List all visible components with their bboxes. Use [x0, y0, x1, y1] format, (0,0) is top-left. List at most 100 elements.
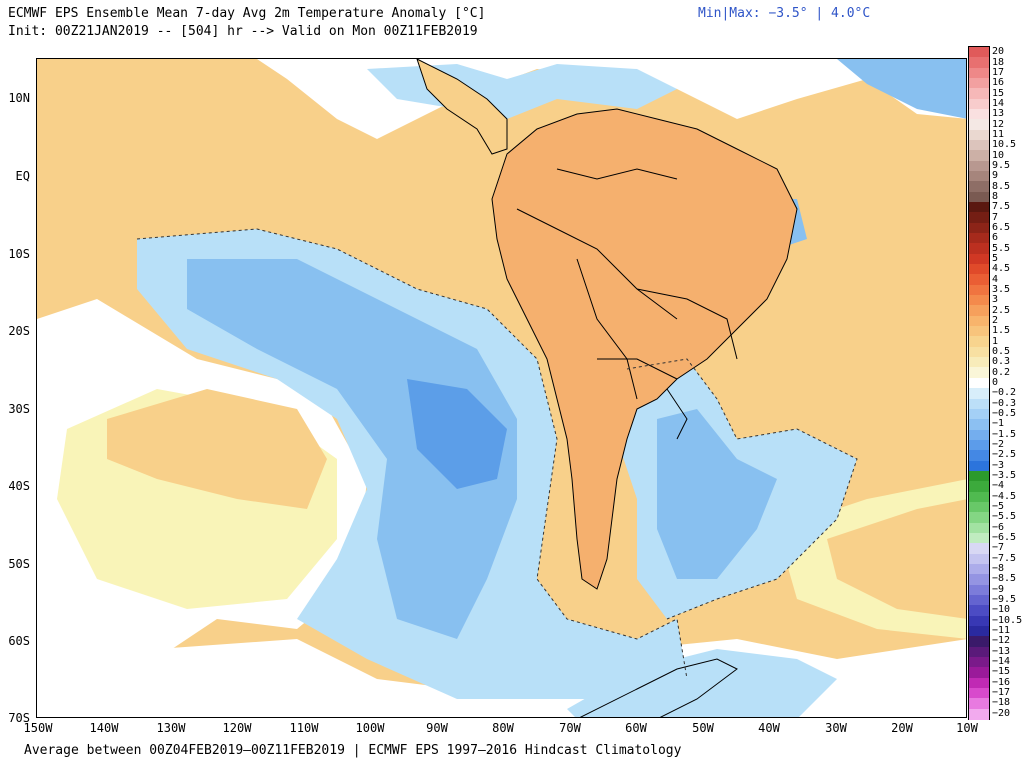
colorbar-swatch	[969, 522, 989, 534]
south-america-land	[491, 108, 798, 590]
colorbar-label: −20	[992, 707, 1011, 719]
lon-label: 30W	[825, 721, 847, 735]
colorbar-label: −16	[992, 676, 1011, 688]
colorbar-swatch	[969, 119, 989, 131]
colorbar-swatch	[969, 326, 989, 338]
colorbar-swatch	[969, 357, 989, 369]
colorbar-swatch	[969, 140, 989, 152]
central-america-land	[416, 59, 508, 155]
colorbar-swatch	[969, 532, 989, 544]
colorbar-label: 4.5	[992, 263, 1011, 275]
colorbar-label: −9	[992, 583, 1005, 595]
colorbar-label: −10	[992, 604, 1011, 616]
colorbar-swatch	[969, 191, 989, 203]
colorbar-swatch	[969, 512, 989, 524]
colorbar-label: −17	[992, 687, 1011, 699]
colorbar-label: −10.5	[992, 614, 1023, 626]
colorbar-label: −2	[992, 439, 1005, 451]
colorbar-label: −13	[992, 645, 1011, 657]
colorbar-swatch	[969, 543, 989, 555]
lon-label: 80W	[492, 721, 514, 735]
lon-label: 150W	[23, 721, 53, 735]
colorbar-label: 1	[992, 335, 999, 347]
cool-pacific-core	[187, 259, 517, 639]
colorbar-swatch	[969, 129, 989, 141]
colorbar-label: −7	[992, 542, 1005, 554]
anomaly-map[interactable]	[36, 58, 967, 718]
colorbar-swatch	[969, 57, 989, 69]
lon-label: 20W	[891, 721, 913, 735]
colorbar-label: 0	[992, 377, 999, 388]
colorbar-label: 0.3	[992, 356, 1011, 368]
colorbar-swatch	[969, 109, 989, 121]
colorbar-swatch	[969, 667, 989, 679]
lat-label: 30S	[8, 402, 30, 416]
colorbar-label: 6	[992, 232, 999, 244]
colorbar-label: −18	[992, 697, 1011, 709]
warm-patch-southwest	[107, 389, 327, 509]
colorbar-swatch	[969, 656, 989, 668]
colorbar-label: −0.3	[992, 397, 1017, 409]
colorbar-swatch	[969, 501, 989, 513]
colorbar-swatch	[969, 67, 989, 79]
colorbar-label: 10.5	[992, 139, 1017, 151]
footer-caption: Average between 00Z04FEB2019–00Z11FEB201…	[24, 743, 682, 758]
colorbar-swatch	[969, 202, 989, 214]
colorbar-label: −14	[992, 656, 1011, 668]
colorbar-label: 8	[992, 190, 999, 202]
colorbar-swatch	[969, 398, 989, 410]
colorbar-label: 20	[992, 46, 1005, 58]
colorbar-label: 18	[992, 56, 1005, 68]
colorbar-swatch	[969, 491, 989, 503]
colorbar-swatch	[969, 698, 989, 710]
lon-label: 40W	[758, 721, 780, 735]
colorbar-label: −8	[992, 563, 1005, 575]
lat-label: 20S	[8, 324, 30, 338]
colorbar-swatch	[969, 377, 989, 389]
colorbar-swatch	[969, 295, 989, 307]
colorbar-swatch	[969, 88, 989, 100]
colorbar-label: 0.2	[992, 366, 1011, 378]
colorbar-label: −4.5	[992, 490, 1017, 502]
colorbar-label: 2	[992, 314, 999, 326]
colorbar-label: −7.5	[992, 552, 1017, 564]
colorbar-swatch	[969, 429, 989, 441]
lon-label: 10W	[956, 721, 978, 735]
colorbar-swatch	[969, 171, 989, 183]
cool-atlantic-core	[657, 409, 777, 579]
colorbar-label: 13	[992, 108, 1005, 120]
colorbar-label: 1.5	[992, 325, 1011, 337]
colorbar-label: 9	[992, 170, 999, 182]
colorbar-swatch	[969, 367, 989, 379]
colorbar-swatch	[969, 388, 989, 400]
colorbar-label: 12	[992, 118, 1005, 130]
lon-label: 70W	[559, 721, 581, 735]
lon-label: 50W	[692, 721, 714, 735]
colorbar-swatch	[969, 346, 989, 358]
colorbar-swatch	[969, 646, 989, 658]
colorbar-label: 7	[992, 211, 999, 223]
colorbar-swatch	[969, 181, 989, 193]
colorbar-label: −5	[992, 501, 1005, 513]
lat-label: 10N	[8, 91, 30, 105]
colorbar-label: −9.5	[992, 594, 1017, 606]
colorbar-swatch	[969, 419, 989, 431]
colorbar-label: 11	[992, 128, 1005, 140]
colorbar-label: −12	[992, 635, 1011, 647]
colorbar-label: 5	[992, 252, 999, 264]
colorbar-swatch	[969, 150, 989, 162]
min-max-readout: Min|Max: −3.5° | 4.0°C	[698, 6, 871, 21]
lon-label: 60W	[625, 721, 647, 735]
cool-pacific-max	[407, 379, 507, 489]
colorbar-swatch	[969, 625, 989, 637]
lon-label: 90W	[426, 721, 448, 735]
colorbar-swatch	[969, 336, 989, 348]
colorbar-label: 7.5	[992, 201, 1011, 213]
colorbar-label: −0.5	[992, 408, 1017, 419]
colorbar-label: 10	[992, 149, 1005, 161]
colorbar-swatch	[969, 636, 989, 648]
colorbar-label: 4	[992, 273, 999, 285]
colorbar-swatch	[969, 78, 989, 89]
colorbar-label: −3	[992, 459, 1005, 471]
lat-label: EQ	[15, 169, 30, 183]
